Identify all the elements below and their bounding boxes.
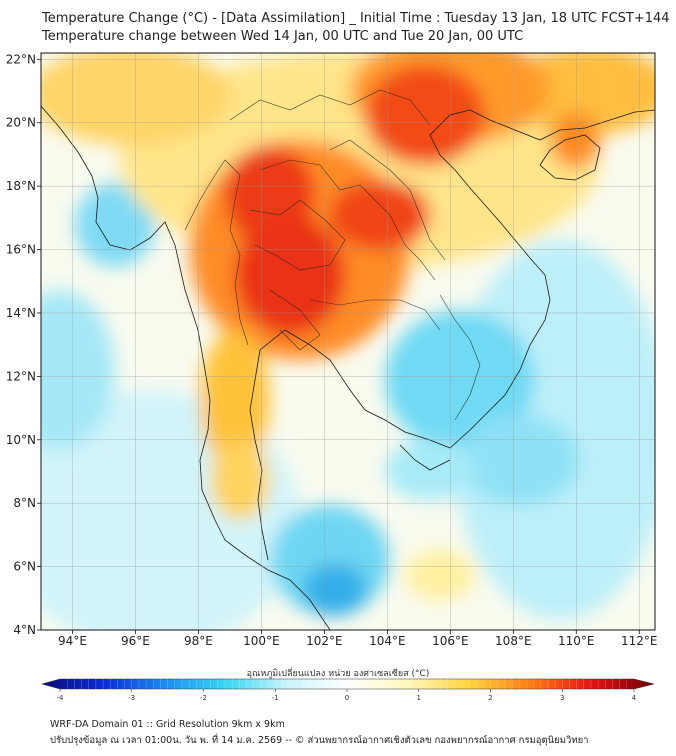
warm-region-hainan (550, 112, 600, 168)
border-china-north (229, 89, 431, 126)
colorbar-tick-label: 3 (560, 694, 564, 700)
temperature-change-map: 94°E 96°E 98°E 100°E 102°E 104°E 106°E 108°E 110… (6, 52, 658, 700)
warm-region-peninsula (210, 440, 270, 520)
coastline-myanmar-thailand (41, 105, 331, 630)
border-laos-vietnam (329, 139, 446, 261)
colorbar-tick-label: -3 (128, 694, 135, 700)
lon-tick-label: 112°E (621, 634, 658, 648)
admin-borders (184, 89, 481, 421)
cool-region-vietnam-south (460, 415, 580, 505)
lat-tick-label: 18°N (6, 179, 36, 193)
colorbar-tick-label: -1 (272, 694, 279, 700)
warm-region-northwest (41, 53, 230, 145)
colorbar-label: อุณหภูมิเปลี่ยนแปลง หน่วย องศาเซลเซียส (… (246, 669, 430, 679)
lon-tick-label: 94°E (58, 634, 87, 648)
warm-region-core-laos (330, 180, 430, 250)
warm-region-south-sea (405, 550, 475, 600)
lat-tick-label: 20°N (6, 116, 36, 130)
map-subtitle: Temperature change between Wed 14 Jan, 0… (42, 29, 524, 44)
border-provinces-b (269, 289, 321, 351)
lon-tick-label: 96°E (121, 634, 150, 648)
graticule (41, 53, 655, 630)
warm-region-northeast (510, 53, 655, 135)
lat-tick-label: 6°N (13, 560, 36, 574)
lat-tick-label: 10°N (6, 433, 36, 447)
lat-tick-label: 22°N (6, 52, 36, 66)
coastline-gulf-of-thailand (249, 109, 655, 561)
colorbar-tick-label: 1 (417, 694, 421, 700)
warm-region-core-center (235, 215, 345, 335)
colorbar-tick-label: 0 (345, 694, 349, 700)
coastline-vietnam-south (399, 444, 451, 471)
cool-region-gulf-core (303, 564, 367, 616)
lon-tick-label: 102°E (306, 634, 343, 648)
border-cambodia-vietnam (439, 294, 481, 421)
lon-tick-label: 106°E (432, 634, 469, 648)
cool-region-bay (75, 183, 155, 267)
border-provinces-a (249, 199, 346, 271)
border-thailand-laos (259, 159, 436, 281)
cool-region-andaman (41, 290, 115, 450)
lat-tick-label: 4°N (13, 623, 36, 637)
cool-region-cambodia (385, 310, 535, 450)
colorbar-tick-label: -4 (57, 694, 65, 700)
lon-tick-label: 108°E (495, 634, 532, 648)
lon-tick-label: 110°E (558, 634, 595, 648)
lon-tick-label: 98°E (184, 634, 213, 648)
lat-tick-label: 16°N (6, 243, 36, 257)
warm-region-vietnam-north (365, 65, 485, 165)
border-thailand-cambodia (309, 299, 441, 331)
colorbar-tick-label: 4 (632, 694, 637, 700)
colorbar-tick-label: -2 (200, 694, 207, 700)
coastline-hainan (539, 134, 601, 181)
map-frame (40, 52, 656, 631)
lat-tick-label: 12°N (6, 369, 36, 383)
map-title: Temperature Change (°C) - [Data Assimila… (42, 11, 670, 26)
colorbar: -4 -3 -2 -1 0 1 2 3 4 (40, 678, 655, 700)
border-myanmar-thailand (184, 159, 249, 346)
footer-model-info: WRF-DA Domain 01 :: Grid Resolution 9km … (50, 719, 285, 730)
lat-tick-label: 8°N (13, 496, 36, 510)
coastlines (41, 105, 655, 630)
lat-tick-label: 14°N (6, 306, 36, 320)
colorbar-ticks: -4 -3 -2 -1 0 1 2 3 4 (57, 689, 637, 700)
map-axes: 94°E 96°E 98°E 100°E 102°E 104°E 106°E 108°E 110… (6, 52, 658, 648)
temperature-field (41, 53, 655, 630)
colorbar-tick-label: 2 (488, 694, 492, 700)
lon-tick-label: 100°E (243, 634, 280, 648)
footer-update-info: ปรับปรุงข้อมูล ณ เวลา 01:00น. วัน พ. ที่… (50, 735, 589, 746)
warm-region-south (200, 330, 270, 470)
lon-tick-label: 104°E (369, 634, 406, 648)
colorbar-segments (67, 679, 628, 689)
